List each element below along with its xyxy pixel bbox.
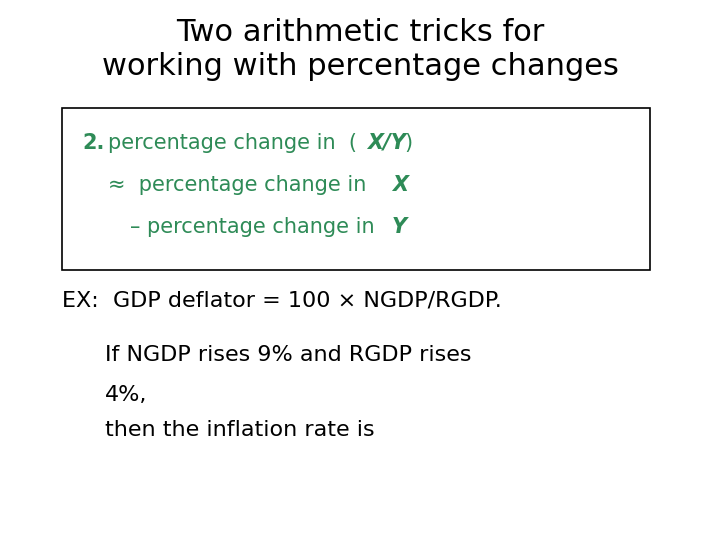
Text: ): ) (404, 133, 412, 153)
Text: X: X (392, 175, 408, 195)
Text: X/Y: X/Y (367, 133, 406, 153)
Text: 2.: 2. (82, 133, 104, 153)
Text: ≈  percentage change in: ≈ percentage change in (108, 175, 373, 195)
Bar (62, 108, 650, 270)
Text: If NGDP rises 9% and RGDP rises: If NGDP rises 9% and RGDP rises (105, 345, 472, 365)
Text: Two arithmetic tricks for: Two arithmetic tricks for (176, 18, 544, 47)
Text: – percentage change in: – percentage change in (130, 217, 382, 237)
Text: percentage change in  (: percentage change in ( (108, 133, 357, 153)
Text: 4%,: 4%, (105, 385, 148, 405)
Text: EX:  GDP deflator = 100 × NGDP/RGDP.: EX: GDP deflator = 100 × NGDP/RGDP. (62, 290, 502, 310)
Text: Y: Y (392, 217, 407, 237)
Text: then the inflation rate is: then the inflation rate is (105, 420, 374, 440)
Text: working with percentage changes: working with percentage changes (102, 52, 618, 81)
